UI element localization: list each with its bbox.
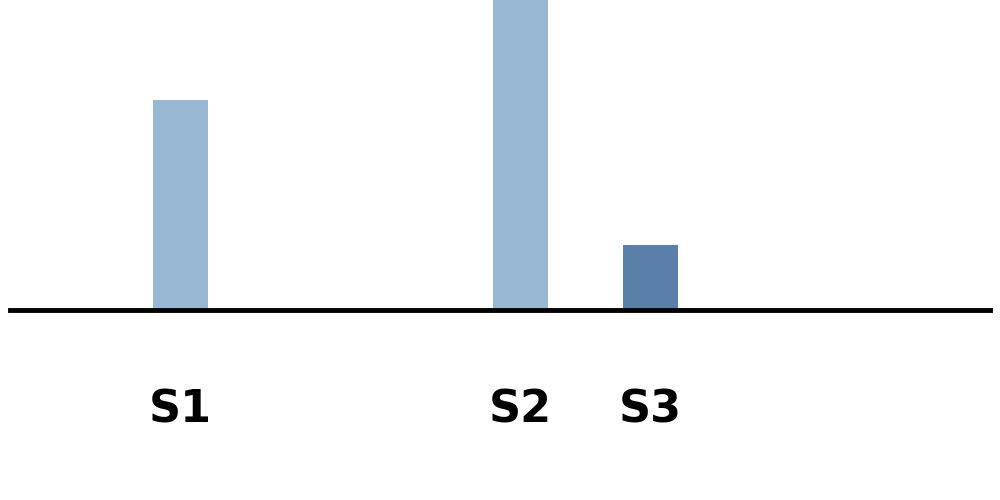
FancyBboxPatch shape	[622, 245, 678, 310]
Text: S3: S3	[618, 388, 682, 432]
FancyBboxPatch shape	[152, 100, 208, 310]
Text: S2: S2	[488, 388, 552, 432]
FancyBboxPatch shape	[492, 0, 548, 310]
Text: S1: S1	[148, 388, 212, 432]
